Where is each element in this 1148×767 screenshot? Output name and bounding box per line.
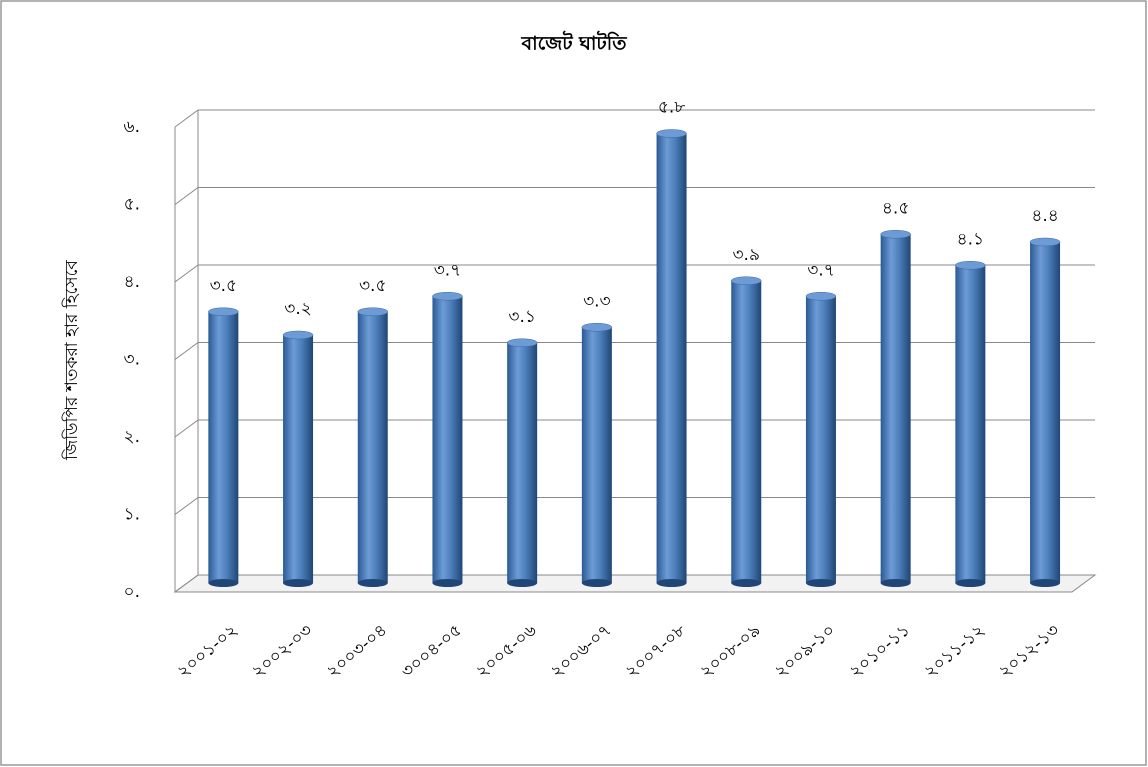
x-tick-label: ২০১২-১৩ bbox=[995, 620, 1063, 682]
data-label: ৩.১ bbox=[508, 307, 536, 327]
bar-cap bbox=[208, 307, 239, 316]
bar-base bbox=[283, 579, 314, 587]
chart-title: বাজেট ঘাটতি bbox=[521, 31, 628, 55]
data-label: ৪.৪ bbox=[1031, 206, 1058, 226]
x-tick-label: ৩০০৪-০৫ bbox=[398, 620, 466, 682]
grid-line bbox=[174, 574, 199, 593]
bar bbox=[656, 133, 687, 583]
bar-base bbox=[357, 579, 388, 587]
data-label: ৩.৩ bbox=[583, 291, 611, 311]
grid-line bbox=[174, 187, 199, 205]
grid-line bbox=[174, 264, 199, 283]
bar bbox=[581, 327, 612, 583]
y-tick-label: ২. bbox=[124, 427, 140, 447]
bar bbox=[1030, 242, 1061, 583]
bar-base bbox=[805, 579, 836, 587]
x-tick-label: ২০০৩-০৪ bbox=[323, 620, 391, 682]
x-tick-label: ২০০৫-০৬ bbox=[472, 620, 540, 682]
grid-line bbox=[174, 342, 199, 360]
x-tick-label: ২০০৮-০৯ bbox=[696, 620, 764, 682]
bar-base bbox=[656, 579, 687, 587]
data-label: ৪.১ bbox=[957, 229, 984, 249]
bar bbox=[731, 280, 762, 583]
bar-cap bbox=[731, 276, 762, 285]
x-tick-label: ২০১১-১২ bbox=[920, 620, 988, 682]
x-tick-label: ২০০৯-১০ bbox=[771, 620, 839, 682]
bar bbox=[283, 335, 314, 583]
bar-base bbox=[432, 579, 463, 587]
grid-line bbox=[174, 419, 199, 438]
data-label: ৫.৮ bbox=[658, 98, 685, 118]
data-label: ৩.৭ bbox=[434, 260, 462, 280]
bar-cap bbox=[955, 261, 986, 270]
bar-cap bbox=[656, 129, 687, 138]
x-tick-label: ২০০১-০২ bbox=[173, 620, 241, 682]
y-axis-label: জিডিপির শতকরা হার হিসেবে bbox=[61, 260, 82, 461]
grid-line bbox=[174, 109, 199, 128]
x-tick-label: ২০০৬-০৭ bbox=[547, 620, 615, 682]
bar-base bbox=[507, 579, 538, 587]
bar-base bbox=[581, 579, 612, 587]
bar-cap bbox=[357, 307, 388, 316]
bar bbox=[805, 296, 836, 583]
bar-base bbox=[208, 579, 239, 587]
bar-cap bbox=[880, 230, 911, 239]
bar-cap bbox=[805, 292, 837, 301]
y-tick-label: ৬. bbox=[124, 117, 140, 137]
data-label: ৩.৭ bbox=[807, 260, 835, 280]
x-tick-label: ২০০২-০৩ bbox=[248, 620, 316, 682]
data-label: ৩.৫ bbox=[359, 276, 387, 296]
bar bbox=[880, 234, 911, 583]
bar-base bbox=[880, 579, 911, 587]
y-tick-label: ৪. bbox=[124, 272, 140, 292]
y-tick-label: ৫. bbox=[124, 195, 140, 215]
x-tick-label: ২০০৭-০৮ bbox=[622, 620, 690, 682]
data-label: ৩.২ bbox=[284, 299, 312, 319]
data-label: ৪.৫ bbox=[882, 198, 909, 218]
bar-cap bbox=[1029, 237, 1061, 247]
y-tick-label: ৩. bbox=[124, 350, 140, 370]
bar-cap bbox=[432, 292, 463, 301]
bar-cap bbox=[581, 323, 613, 332]
bar bbox=[955, 265, 986, 583]
bar-cap bbox=[282, 330, 314, 340]
data-label: ৩.৫ bbox=[210, 276, 238, 296]
bar-cap bbox=[506, 338, 538, 347]
bar bbox=[357, 311, 388, 583]
bar bbox=[507, 342, 538, 583]
bar bbox=[208, 311, 239, 583]
bar-base bbox=[1030, 579, 1061, 587]
bar bbox=[432, 296, 463, 583]
bar-base bbox=[955, 579, 986, 587]
grid-line bbox=[174, 497, 199, 515]
data-label: ৩.৯ bbox=[733, 245, 761, 265]
y-tick-label: ১. bbox=[124, 505, 140, 525]
y-tick-label: ০. bbox=[124, 582, 140, 602]
x-tick-label: ২০১০-১১ bbox=[846, 620, 914, 682]
bar-base bbox=[731, 579, 762, 587]
